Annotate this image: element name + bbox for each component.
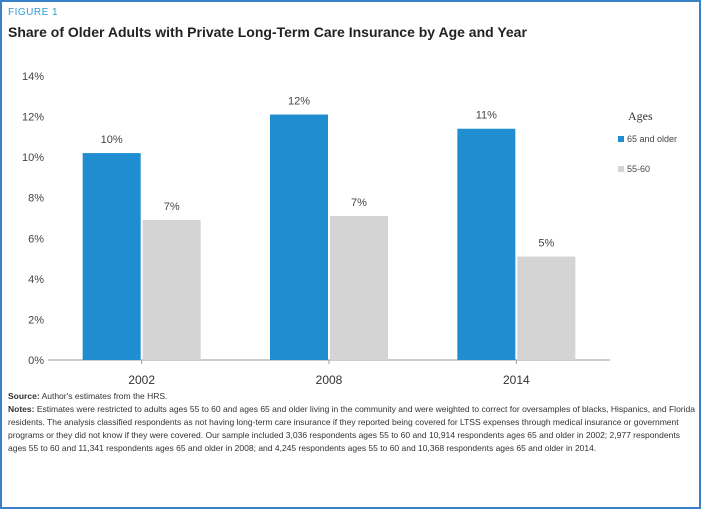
y-tick-label: 4%: [28, 274, 44, 286]
source-text: Author's estimates from the HRS.: [41, 391, 168, 401]
notes-line: Notes: Estimates were restricted to adul…: [8, 403, 698, 455]
data-label: 7%: [164, 201, 180, 213]
y-tick-label: 12%: [22, 112, 44, 124]
data-label: 12%: [288, 96, 310, 108]
bar-65-and-older: [82, 153, 141, 360]
notes-text: Estimates were restricted to adults ages…: [8, 404, 695, 453]
y-tick-label: 14%: [22, 71, 44, 83]
legend-label: 65 and older: [627, 134, 677, 144]
y-tick-label: 10%: [22, 152, 44, 164]
bar-chart: 0% 2% 4% 6% 8% 10% 12% 14% 10% 7% 2002 12% 7% 2008 11%…: [22, 71, 677, 387]
bar-65-and-older: [270, 114, 328, 360]
chart-title: Share of Older Adults with Private Long-…: [8, 24, 527, 40]
notes-label: Notes:: [8, 404, 35, 414]
legend-title: Ages: [628, 109, 653, 123]
y-tick-label: 8%: [28, 193, 44, 205]
x-category-label: 2002: [128, 373, 155, 387]
y-tick-label: 6%: [28, 233, 44, 245]
bar-55-60: [517, 256, 576, 360]
y-tick-label: 2%: [28, 314, 44, 326]
bar-65-and-older: [457, 128, 516, 360]
y-tick-label: 0%: [28, 355, 44, 367]
data-label: 5%: [538, 238, 554, 250]
source-line: Source: Author's estimates from the HRS.: [8, 390, 698, 403]
data-label: 11%: [476, 110, 497, 122]
source-label: Source:: [8, 391, 40, 401]
bar-55-60: [142, 220, 201, 360]
x-category-label: 2008: [316, 373, 343, 387]
x-category-label: 2014: [503, 373, 530, 387]
legend-swatch: [618, 166, 624, 172]
legend-swatch: [618, 136, 624, 142]
data-label: 10%: [101, 134, 123, 146]
figure-label: FIGURE 1: [8, 7, 59, 18]
figure-notes: Source: Author's estimates from the HRS.…: [8, 390, 698, 455]
legend-label: 55-60: [627, 164, 650, 174]
data-label: 7%: [351, 197, 367, 209]
bar-55-60: [330, 215, 388, 360]
